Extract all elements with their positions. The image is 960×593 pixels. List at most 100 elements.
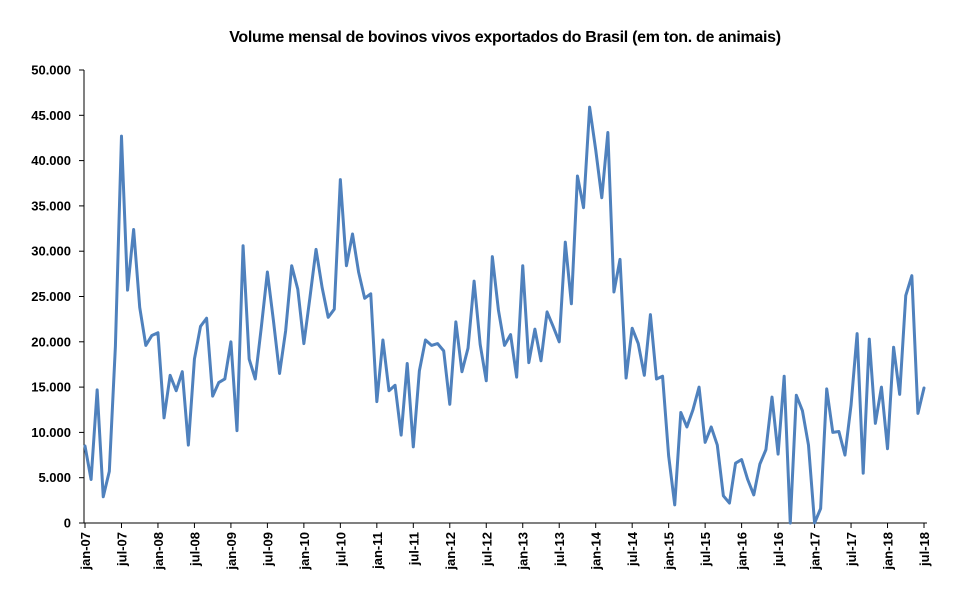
data-point [363, 297, 365, 299]
data-point [309, 296, 311, 298]
data-point [905, 294, 907, 296]
data-point [357, 271, 359, 273]
data-point [351, 233, 353, 235]
data-point [862, 472, 864, 474]
data-point [303, 342, 305, 344]
data-point [528, 361, 530, 363]
data-point [254, 378, 256, 380]
data-point [284, 330, 286, 332]
data-point [224, 378, 226, 380]
data-point [759, 463, 761, 465]
data-point [345, 265, 347, 267]
data-point [692, 409, 694, 411]
data-point [400, 434, 402, 436]
data-point [856, 332, 858, 334]
data-point [546, 311, 548, 313]
y-tick-label: 5.000 [38, 470, 71, 485]
data-point [230, 341, 232, 343]
data-point [680, 411, 682, 413]
data-point [181, 371, 183, 373]
data-point [765, 448, 767, 450]
x-tick-label: jul-14 [625, 531, 640, 567]
data-point [260, 326, 262, 328]
data-point [503, 344, 505, 346]
data-point [424, 339, 426, 341]
data-point [923, 387, 925, 389]
series-line [83, 105, 926, 525]
data-point [102, 496, 104, 498]
y-tick-label: 10.000 [31, 425, 71, 440]
data-point [522, 265, 524, 267]
data-point [382, 339, 384, 341]
data-point [838, 430, 840, 432]
data-point [795, 394, 797, 396]
x-tick-label: jan-17 [808, 532, 823, 571]
data-point [108, 470, 110, 472]
data-point [218, 381, 220, 383]
data-point [722, 495, 724, 497]
data-point [515, 376, 517, 378]
data-point [558, 341, 560, 343]
data-point [564, 241, 566, 243]
data-point [485, 380, 487, 382]
data-point [704, 441, 706, 443]
data-point [339, 178, 341, 180]
x-tick-label: jan-11 [370, 532, 385, 570]
data-point [449, 403, 451, 405]
data-point [819, 507, 821, 509]
data-point [868, 338, 870, 340]
data-point [114, 345, 116, 347]
data-point [911, 274, 913, 276]
data-point [151, 334, 153, 336]
data-point [376, 400, 378, 402]
data-point [126, 289, 128, 291]
x-tick-label: jan-18 [881, 532, 896, 571]
data-point [661, 375, 663, 377]
data-point [746, 478, 748, 480]
data-point [649, 313, 651, 315]
data-point [236, 429, 238, 431]
data-point [807, 444, 809, 446]
data-point [242, 245, 244, 247]
data-point [771, 396, 773, 398]
data-point [710, 426, 712, 428]
x-tick-label: jul-07 [114, 532, 129, 567]
data-point [461, 371, 463, 373]
data-point [96, 389, 98, 391]
x-tick-label: jan-08 [151, 532, 166, 571]
data-point [777, 453, 779, 455]
data-point [163, 417, 165, 419]
x-tick-label: jul-09 [260, 532, 275, 567]
data-point [272, 320, 274, 322]
data-point [120, 135, 122, 137]
data-point [430, 344, 432, 346]
x-axis: jan-07 jul-07 jan-08 jul-08 jan-09 jul-09 jan-… [78, 522, 932, 571]
chart-title: Volume mensal de bovinos vivos exportado… [229, 29, 781, 46]
data-point [552, 325, 554, 327]
data-point [880, 386, 882, 388]
data-point [917, 412, 919, 414]
data-point [132, 228, 134, 230]
y-tick-label: 30.000 [31, 244, 71, 259]
data-point [637, 342, 639, 344]
data-point [315, 248, 317, 250]
data-point [740, 458, 742, 460]
data-point [406, 362, 408, 364]
data-point [193, 358, 195, 360]
y-axis: 0 5.000 10.000 15.000 20.000 25.000 30.000 35.0… [31, 63, 85, 531]
x-tick-label: jan-10 [297, 532, 312, 571]
data-point [297, 288, 299, 290]
data-point [139, 306, 141, 308]
x-tick-label: jan-07 [78, 532, 93, 571]
data-point [728, 502, 730, 504]
data-point [655, 378, 657, 380]
data-point [898, 393, 900, 395]
data-point [266, 271, 268, 273]
x-tick-label: jan-09 [224, 532, 239, 571]
data-point [436, 342, 438, 344]
data-point [443, 350, 445, 352]
y-tick-label: 0 [64, 516, 71, 531]
data-point [491, 255, 493, 257]
data-point [211, 395, 213, 397]
